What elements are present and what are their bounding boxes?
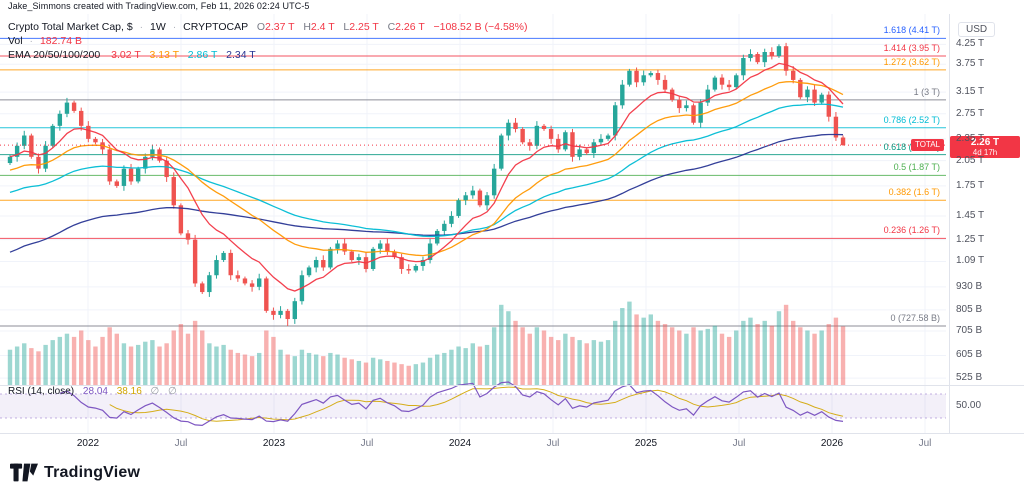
separator: · (172, 21, 177, 33)
tradingview-footer-link[interactable]: TradingView (10, 463, 140, 482)
volume-value: 182.74 B (39, 35, 82, 47)
attribution-text: Jake_Simmons created with TradingView.co… (8, 1, 310, 11)
price-tick-label: 2.05 T (956, 154, 985, 166)
exchange-label[interactable]: CRYPTOCAP (183, 21, 248, 33)
volume-label: Vol (8, 35, 23, 47)
volume-legend-row[interactable]: Vol · 182.74 B (8, 34, 527, 48)
high-label: H (303, 21, 311, 33)
rsi-legend-row[interactable]: RSI (14, close) 28.04 38.16 ∅ ∅ (8, 386, 183, 397)
price-tick-label: 3.15 T (956, 86, 985, 98)
time-tick-label: 2025 (634, 438, 658, 449)
low-value: 2.25 T (349, 21, 379, 33)
ema-legend-row[interactable]: EMA 20/50/100/200 3.02 T 3.13 T 2.86 T 2… (8, 48, 527, 62)
fib-level-label[interactable]: 1.618 (4.41 T) (883, 25, 940, 36)
open-label: O (256, 21, 266, 33)
rsi-value: 28.04 (82, 386, 108, 397)
fib-level-label[interactable]: 1 (3 T) (913, 86, 940, 97)
time-tick-label: 2026 (820, 438, 844, 449)
last-price-value: 2.26 T (970, 137, 1000, 148)
time-tick-label: Jul (732, 438, 746, 449)
rsi-hidden-band-1: ∅ (150, 386, 160, 397)
time-tick-label: 2022 (76, 438, 100, 449)
ema200-value: 2.34 T (226, 49, 256, 61)
price-tick-label: 1.45 T (956, 209, 985, 221)
fib-level-label[interactable]: 1.414 (3.95 T) (883, 42, 940, 53)
time-tick-label: Jul (918, 438, 932, 449)
last-price-tag: 2.26 T 4d 17h (950, 136, 1020, 158)
ema50-value: 3.13 T (149, 49, 179, 61)
price-tick-label: 1.75 T (956, 179, 985, 191)
price-tick-label: 1.09 T (956, 255, 985, 267)
high-value: 2.4 T (310, 21, 335, 33)
price-tick-label: 930 B (956, 280, 983, 292)
fib-level-label[interactable]: 0.786 (2.52 T) (883, 114, 940, 125)
separator: · (29, 35, 34, 47)
price-tick-label: 605 B (956, 349, 983, 361)
price-tick-label: 2.35 T (956, 132, 985, 144)
ema-label: EMA 20/50/100/200 (8, 49, 101, 61)
fib-level-label[interactable]: 0 (727.58 B) (890, 313, 940, 323)
fib-level-label[interactable]: 0.382 (1.6 T) (888, 187, 940, 198)
price-tick-label: 2.75 T (956, 107, 985, 119)
time-tick-label: Jul (360, 438, 374, 449)
time-tick-label: Jul (546, 438, 560, 449)
tradingview-logo-icon (10, 463, 38, 482)
price-tick-label: 1.25 T (956, 233, 985, 245)
symbol-price-badge: TOTAL (910, 139, 944, 151)
price-tick-label: 3.75 T (956, 58, 985, 70)
fib-level-label[interactable]: 0.236 (1.26 T) (883, 225, 940, 236)
change-value: 2.26 T (395, 21, 425, 33)
rsi-title: RSI (14, close) (8, 386, 75, 397)
separator: · (139, 21, 144, 33)
time-tick-label: Jul (174, 438, 188, 449)
tradingview-wordmark: TradingView (44, 463, 141, 481)
close-label: C (387, 21, 396, 33)
bar-countdown: 4d 17h (972, 148, 998, 157)
price-tick-label: 805 B (956, 303, 983, 315)
time-tick-label: 2024 (448, 438, 472, 449)
rsi-hidden-band-2: ∅ (168, 386, 177, 397)
rsi-ma-value: 38.16 (116, 386, 142, 397)
change-percent: −108.52 B (−4.58%) (433, 21, 528, 33)
price-tick-label: 705 B (956, 325, 983, 337)
symbol-legend-row[interactable]: Crypto Total Market Cap, $ · 1W · CRYPTO… (8, 20, 527, 34)
symbol-title[interactable]: Crypto Total Market Cap, $ (8, 21, 133, 33)
rsi-tick-label: 50.00 (956, 400, 982, 411)
fib-level-label[interactable]: 1.272 (3.62 T) (883, 56, 940, 67)
time-tick-label: 2023 (262, 438, 286, 449)
fib-level-label[interactable]: 0.5 (1.87 T) (893, 162, 940, 173)
open-value: 2.37 T (265, 21, 295, 33)
currency-label[interactable]: USD (958, 22, 996, 37)
low-label: L (343, 21, 350, 33)
price-tick-label: 4.25 T (956, 38, 985, 50)
chart-legend: Crypto Total Market Cap, $ · 1W · CRYPTO… (8, 20, 527, 62)
price-tick-label: 525 B (956, 372, 983, 384)
ema20-value: 3.02 T (111, 49, 141, 61)
ema100-value: 2.86 T (187, 49, 218, 61)
interval-label[interactable]: 1W (150, 21, 166, 33)
